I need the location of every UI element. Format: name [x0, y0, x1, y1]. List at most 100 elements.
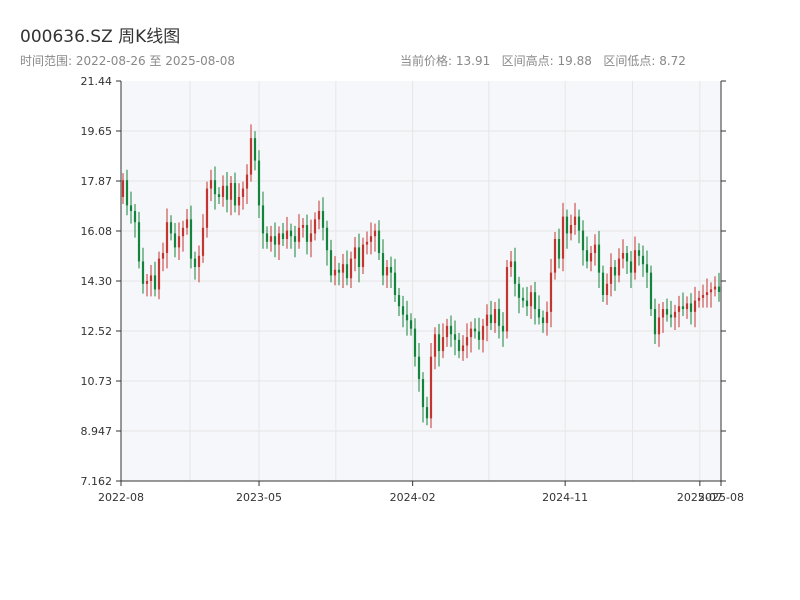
candle-body [529, 292, 533, 307]
candle [513, 247, 517, 297]
candle-body [173, 233, 177, 248]
candle-body [361, 244, 365, 268]
x-tick-label: 2025-08 [698, 491, 744, 504]
candle [521, 287, 525, 308]
candle [453, 320, 457, 356]
candle-body [421, 379, 425, 408]
candle [693, 286, 697, 328]
candle-body [641, 255, 645, 265]
candle [333, 256, 337, 286]
candle [481, 318, 485, 353]
candle [285, 216, 289, 249]
candle-body [321, 210, 325, 228]
candle [265, 226, 269, 249]
candle-body [177, 236, 181, 248]
candle-body [673, 311, 677, 318]
candle-body [317, 210, 321, 220]
candle [633, 236, 637, 280]
candle [705, 278, 709, 308]
candle-body [233, 182, 237, 206]
candle-body [313, 219, 317, 234]
candle-body [329, 250, 333, 276]
candle-body [697, 297, 701, 301]
candle [701, 284, 705, 308]
candle-body [257, 160, 261, 206]
axes: 21.44 19.65 17.87 16.08 14.30 12.52 10.73 8.947… [81, 75, 744, 504]
candle-body [133, 210, 137, 223]
candle [589, 246, 593, 272]
candle-body [577, 216, 581, 231]
candle [289, 223, 293, 249]
candle-body [713, 286, 717, 290]
candle [549, 258, 553, 328]
candle [345, 250, 349, 286]
candle-body [449, 325, 453, 335]
candle [597, 230, 601, 289]
candle [321, 197, 325, 241]
candle-body [589, 253, 593, 262]
candle [529, 285, 533, 319]
candle [497, 298, 501, 339]
range-low-label: 区间低点: 8.72 [603, 54, 686, 68]
candle [365, 231, 369, 255]
candle-body [517, 283, 521, 298]
candle-body [677, 306, 681, 312]
candle [361, 237, 365, 275]
candle [609, 253, 613, 297]
candle-body [357, 247, 361, 268]
candle-body [137, 222, 141, 262]
candle-body [625, 253, 629, 262]
candle-body [393, 272, 397, 296]
candle [393, 258, 397, 303]
candle-body [305, 224, 309, 242]
y-tick-label: 17.87 [81, 175, 113, 188]
candle [149, 265, 153, 297]
candle [429, 342, 433, 429]
candle [441, 323, 445, 359]
candle-body [461, 345, 465, 352]
candle-body [525, 300, 529, 307]
candle-body [213, 180, 217, 195]
candle [125, 169, 129, 216]
candle [681, 292, 685, 317]
candle [293, 225, 297, 258]
candle [373, 223, 377, 252]
candle-body [445, 325, 449, 338]
candle-body [617, 258, 621, 276]
x-tick-label: 2023-05 [236, 491, 282, 504]
candle-body [693, 300, 697, 312]
candle-body [293, 236, 297, 242]
candle-body [621, 253, 625, 259]
candle-body [497, 309, 501, 326]
x-tick-label: 2024-11 [542, 491, 588, 504]
candle-body [633, 250, 637, 273]
candle-body [629, 261, 633, 273]
candle-body [521, 297, 525, 301]
candle-body [509, 261, 513, 268]
candle-body [145, 281, 149, 284]
candle [585, 236, 589, 269]
candle [457, 332, 461, 359]
candle [613, 260, 617, 291]
candle-body [613, 267, 617, 276]
candle-body [165, 222, 169, 254]
candle-body [369, 236, 373, 242]
candle-body [209, 180, 213, 189]
candle-body [193, 258, 197, 268]
candle-body [241, 188, 245, 197]
candle [377, 220, 381, 261]
candle [541, 310, 545, 333]
candle [413, 318, 417, 367]
candle [581, 220, 585, 266]
candle-body [717, 286, 721, 292]
candle [205, 181, 209, 238]
candle [169, 215, 173, 241]
candle-body [229, 182, 233, 200]
candle-body [505, 267, 509, 332]
candle-body [457, 339, 461, 352]
candle [713, 276, 717, 297]
candle-body [533, 292, 537, 310]
candle-body [581, 230, 585, 251]
candle [657, 303, 661, 347]
candle-body [709, 289, 713, 293]
